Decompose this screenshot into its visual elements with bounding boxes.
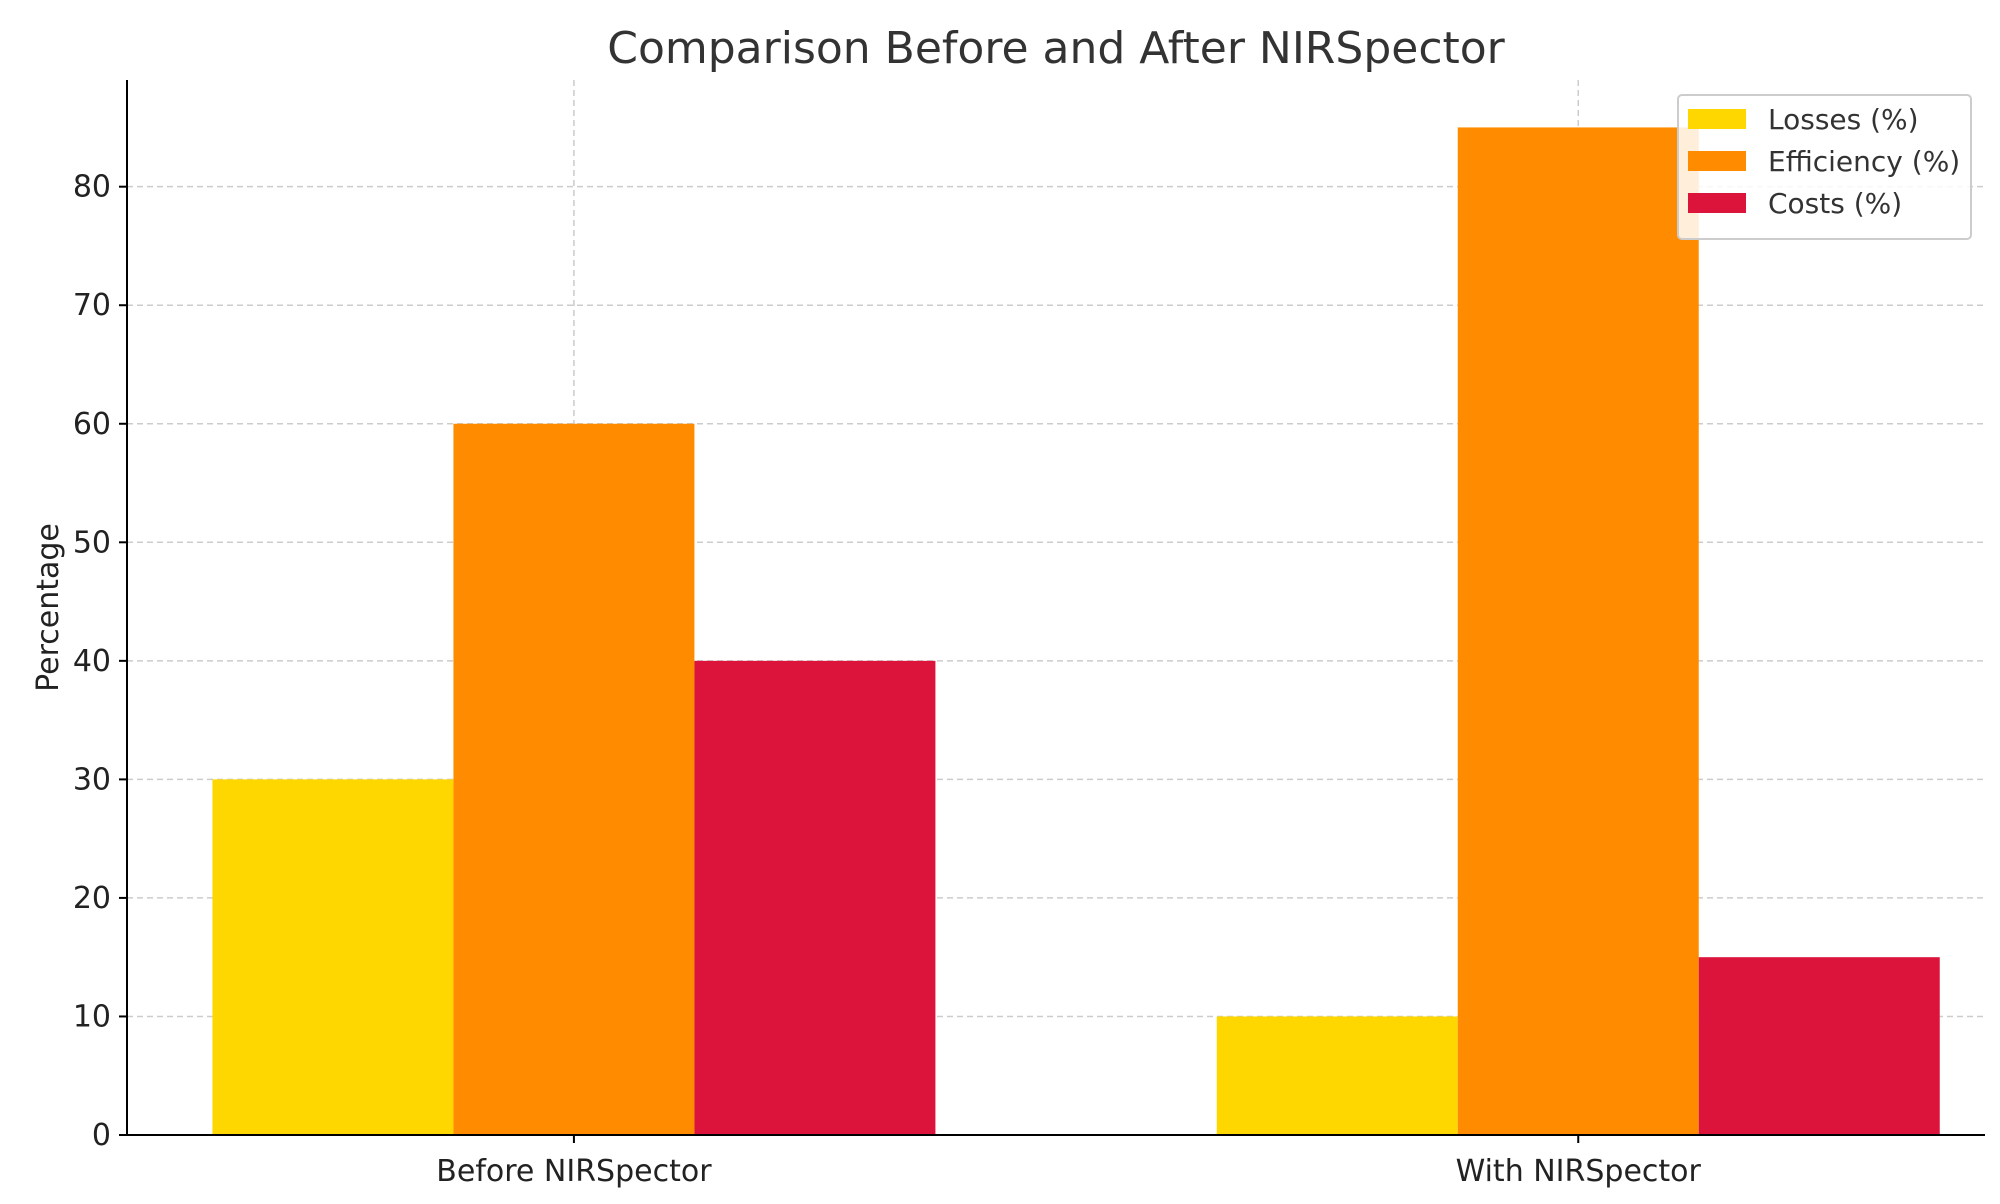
bar-losses-1 (212, 779, 454, 1135)
x-tick-label: Before NIRSpector (436, 1154, 712, 1189)
y-axis-label: Percentage (31, 523, 66, 692)
legend-label: Losses (%) (1768, 103, 1919, 136)
bar-efficiency-1 (453, 423, 695, 1135)
y-tick-label: 10 (73, 999, 111, 1034)
legend-swatch (1688, 151, 1746, 171)
legend-swatch (1688, 109, 1746, 129)
bar-losses-2 (1216, 1016, 1458, 1135)
chart-title: Comparison Before and After NIRSpector (607, 23, 1505, 74)
bar-costs-1 (694, 660, 936, 1135)
legend: Losses (%) Efficiency (%) Costs (%) (1677, 94, 1972, 240)
x-tick-label: With NIRSpector (1456, 1154, 1702, 1189)
axes (126, 80, 1985, 1136)
y-tick-label: 30 (73, 762, 111, 797)
legend-label: Costs (%) (1768, 187, 1902, 220)
y-tick-labels: 0 10 20 30 40 50 60 70 80 (73, 170, 127, 1153)
legend-swatch (1688, 193, 1746, 213)
x-tick-labels: Before NIRSpector With NIRSpector (436, 1135, 1702, 1189)
y-tick-label: 80 (73, 170, 111, 205)
y-tick-label: 0 (92, 1118, 111, 1153)
bar-efficiency-2 (1457, 127, 1699, 1136)
bar-costs-2 (1698, 957, 1940, 1135)
legend-box (1677, 94, 1972, 240)
y-tick-label: 50 (73, 525, 111, 560)
y-tick-label: 60 (73, 407, 111, 442)
y-tick-label: 70 (73, 288, 111, 323)
y-tick-label: 40 (73, 644, 111, 679)
y-tick-label: 20 (73, 881, 111, 916)
bars (212, 127, 1940, 1136)
legend-label: Efficiency (%) (1768, 145, 1960, 178)
